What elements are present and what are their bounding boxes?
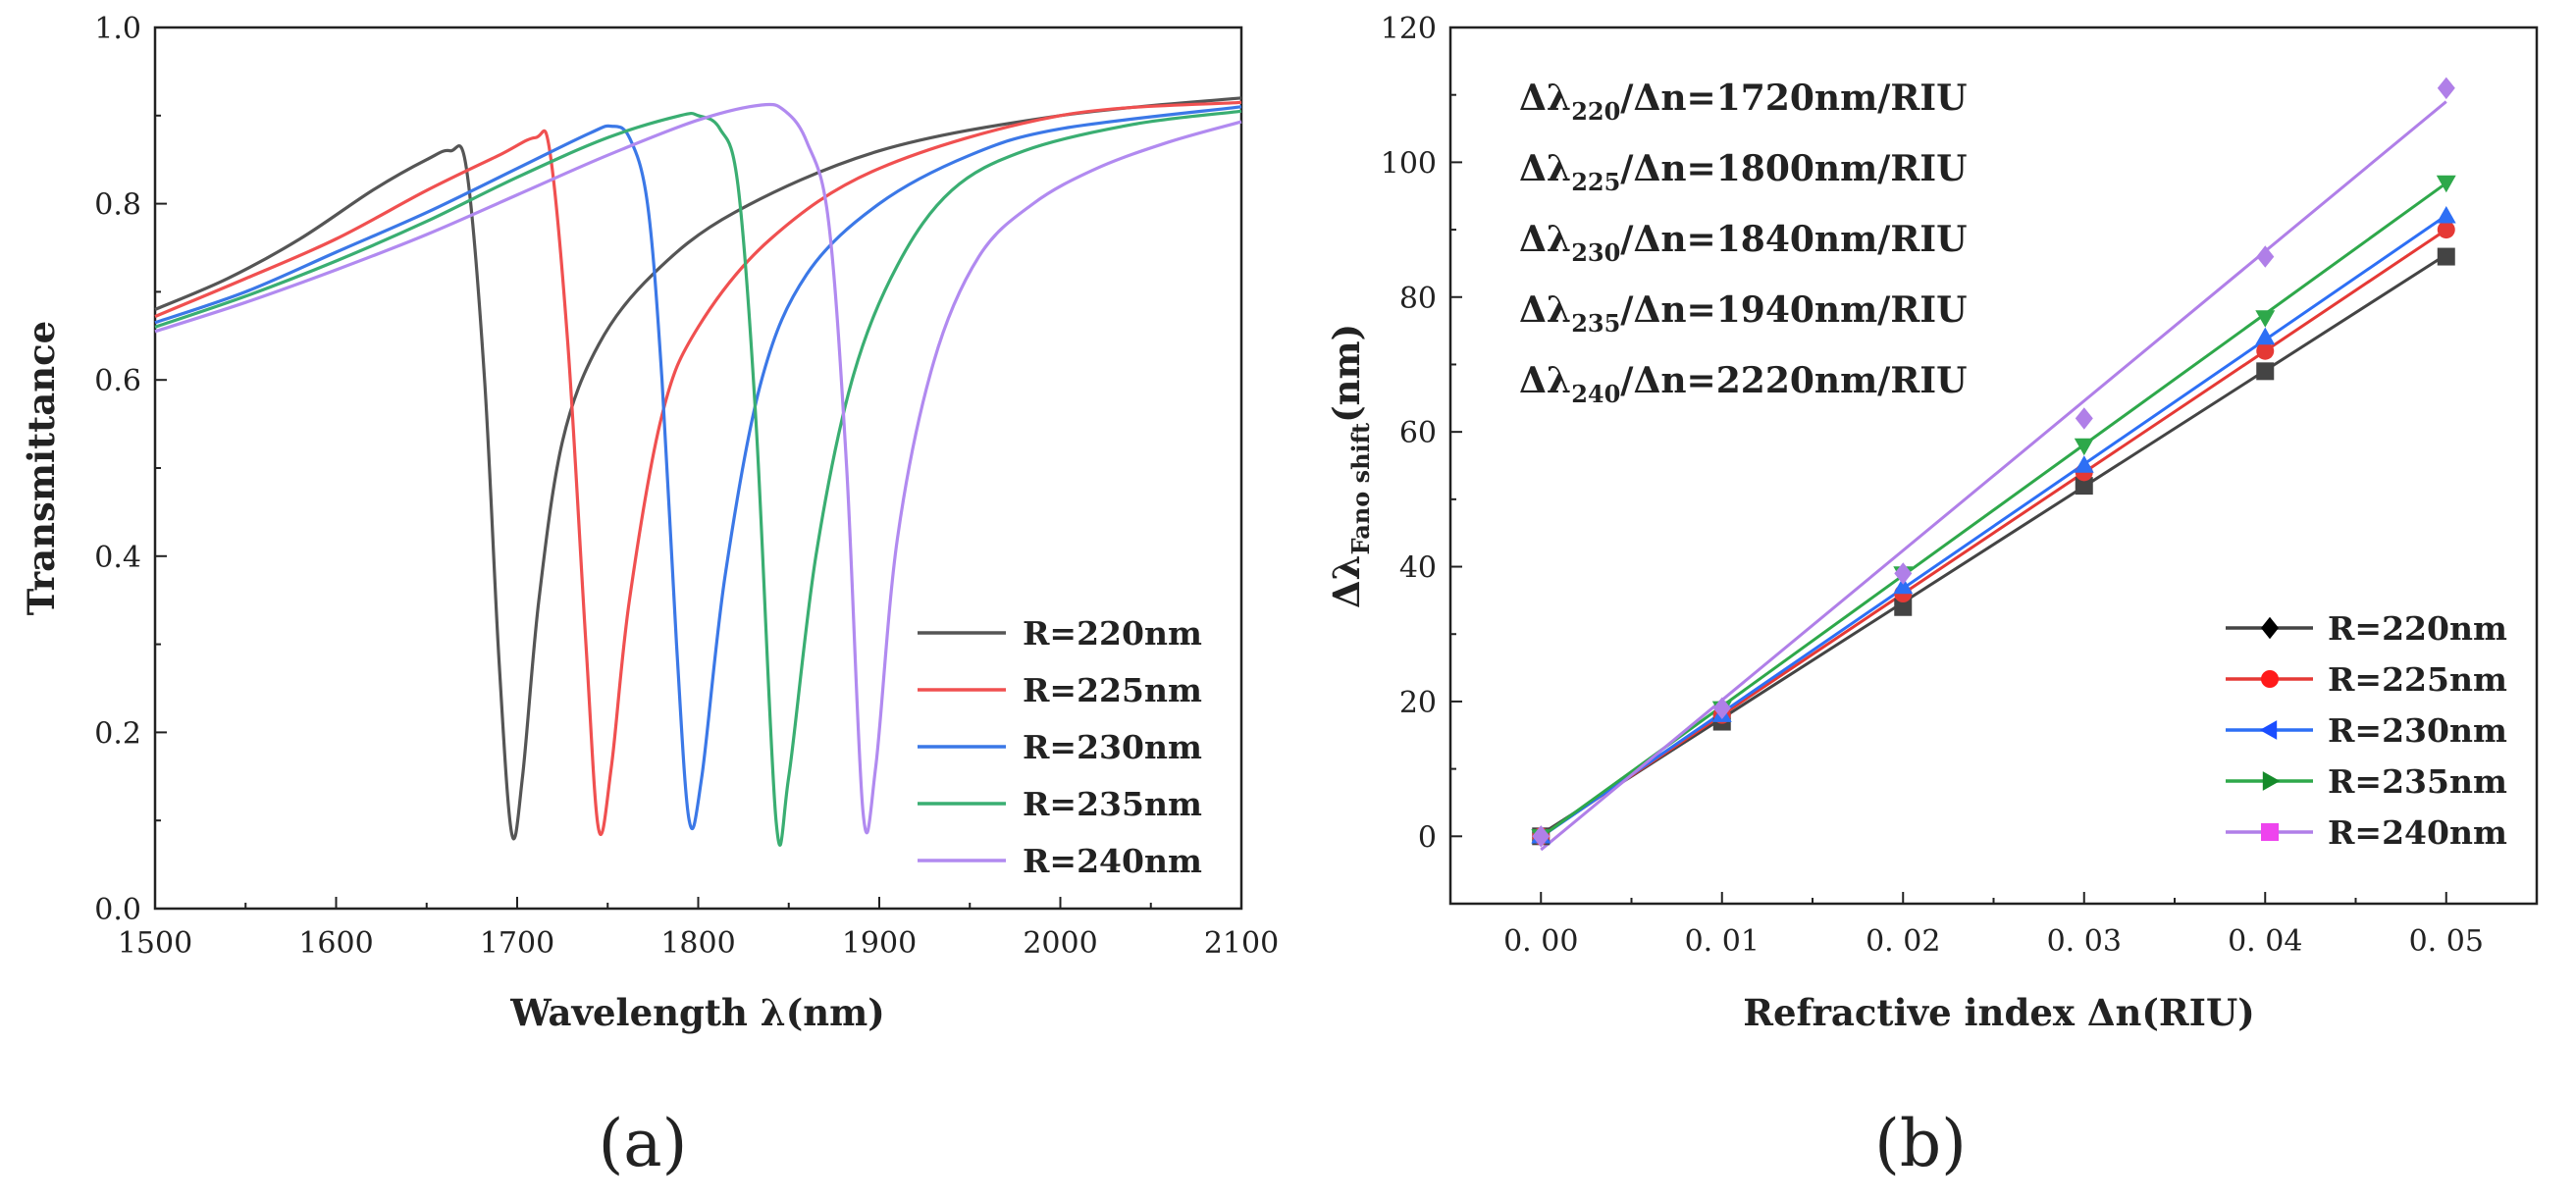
panel-a-series-line-235nm — [154, 109, 1242, 847]
panel-b-points — [1531, 77, 2456, 848]
panel-a-x-tick-label: 2000 — [1023, 926, 1097, 961]
panel-a-y-tick-label: 0.6 — [94, 364, 141, 398]
panel-b-legend-marker — [2261, 670, 2279, 688]
panel-b-y-tick-label: 60 — [1399, 416, 1437, 450]
panel-a-x-axis-title: Wavelength λ(nm) — [509, 991, 885, 1034]
panel-a-y-tick-label: 0.2 — [94, 716, 141, 751]
panel-b-point-220nm — [1894, 598, 1913, 616]
panel-b-sensitivity-annotation: Δλ235/Δn=1940nm/RIU — [1519, 289, 1967, 338]
panel-b: 0. 00 0. 01 0. 02 0. 03 0. 04 0. 05 0 20 40 60 80 1… — [1325, 12, 2539, 1181]
panel-b-legend-marker — [2261, 616, 2279, 640]
panel-b-point-240nm — [2256, 245, 2275, 268]
panel-a-legend-label: R=230nm — [1023, 728, 1202, 766]
panel-b-point-225nm — [2256, 341, 2275, 360]
panel-a-y-axis-title: Transmittance — [20, 321, 63, 615]
panel-b-y-tick-label: 80 — [1399, 282, 1437, 316]
panel-b-fit-lines — [1540, 100, 2447, 852]
panel-b-x-tick-label: 0. 04 — [2228, 924, 2302, 959]
panel-b-fit-line-230nm — [1540, 214, 2447, 839]
panel-a-series-line-230nm — [154, 105, 1242, 830]
panel-b-legend-marker — [2262, 771, 2281, 791]
panel-b-legend-label: R=240nm — [2328, 813, 2507, 852]
panel-b-point-240nm — [2437, 77, 2455, 100]
panel-b-label: (b) — [1874, 1106, 1967, 1181]
panel-b-legend-label: R=220nm — [2328, 609, 2507, 648]
panel-b-sensitivity-annotation: Δλ230/Δn=1840nm/RIU — [1519, 219, 1967, 267]
panel-a-y-tick-label: 1.0 — [94, 12, 141, 46]
panel-a-x-tick-label: 1500 — [118, 926, 192, 961]
panel-b-legend-marker — [2259, 720, 2278, 740]
panel-b-x-axis-title: Refractive index Δn(RIU) — [1743, 991, 2255, 1034]
panel-b-point-220nm — [2075, 477, 2093, 496]
panel-b-y-tick-label: 20 — [1399, 686, 1437, 720]
panel-a-y-tick-label: 0.8 — [94, 188, 141, 223]
panel-a-series-line-220nm — [154, 96, 1242, 841]
panel-a-legend: R=220nm R=225nm R=230nm R=235nm R=240nm — [918, 614, 1202, 880]
panel-b-point-235nm — [2436, 175, 2456, 193]
panel-b-point-240nm — [1532, 825, 1551, 848]
panel-a-label: (a) — [599, 1106, 688, 1181]
panel-b-legend-label: R=230nm — [2328, 711, 2507, 750]
panel-a-series-line-225nm — [154, 100, 1242, 837]
panel-b-point-230nm — [2436, 206, 2456, 224]
panel-b-point-225nm — [2437, 221, 2455, 239]
panel-a-y-tick-label: 0.4 — [94, 541, 141, 575]
panel-b-sensitivity-annotations: Δλ220/Δn=1720nm/RIU Δλ225/Δn=1800nm/RIU Δλ… — [1519, 78, 1967, 408]
panel-a-axes-frame — [153, 26, 1243, 911]
panel-b-x-tick-label: 0. 03 — [2047, 924, 2122, 959]
panel-a-series — [154, 96, 1242, 847]
panel-b-sensitivity-annotation: Δλ240/Δn=2220nm/RIU — [1519, 360, 1967, 408]
panel-b-point-230nm — [2255, 327, 2276, 345]
panel-b-point-230nm — [1893, 576, 1914, 595]
panel-a-y-tick-label: 0.0 — [94, 893, 141, 927]
panel-b-y-tick-label: 100 — [1381, 146, 1437, 181]
panel-b-point-230nm — [2074, 455, 2094, 473]
panel-b-y-axis-title: ΔλFano shift(nm) — [1325, 324, 1375, 608]
panel-b-ticks: 0. 00 0. 01 0. 02 0. 03 0. 04 0. 05 0 20 40 60 80 1… — [1381, 12, 2484, 959]
panel-a-x-tick-label: 1700 — [480, 926, 554, 961]
panel-b-legend-marker — [2261, 823, 2279, 841]
panel-b-legend: R=220nm R=225nm R=230nm R=235nm R=240nm — [2226, 609, 2507, 852]
panel-a-legend-label: R=240nm — [1023, 842, 1202, 880]
panel-b-fit-line-235nm — [1540, 182, 2447, 839]
panel-a-legend-label: R=225nm — [1023, 671, 1202, 709]
panel-b-point-220nm — [2256, 362, 2275, 381]
panel-a: 1500 1600 1700 1800 1900 2000 2100 0.0 0.2 0.4 0.6… — [20, 12, 1279, 1181]
panel-b-x-tick-label: 0. 01 — [1685, 924, 1760, 959]
panel-b-point-235nm — [2074, 438, 2094, 456]
panel-b-sensitivity-annotation: Δλ220/Δn=1720nm/RIU — [1519, 78, 1967, 126]
panel-b-y-tick-label: 120 — [1381, 12, 1437, 46]
panel-b-x-tick-label: 0. 02 — [1866, 924, 1940, 959]
panel-a-legend-label: R=235nm — [1023, 785, 1202, 823]
panel-b-point-240nm — [2075, 407, 2093, 430]
panel-a-x-tick-label: 2100 — [1204, 926, 1279, 961]
panel-b-y-tick-label: 0 — [1418, 820, 1437, 855]
panel-a-x-tick-label: 1600 — [298, 926, 373, 961]
panel-a-ticks: 1500 1600 1700 1800 1900 2000 2100 0.0 0.2 0.4 0.6… — [94, 12, 1279, 961]
panel-b-x-tick-label: 0. 00 — [1503, 924, 1578, 959]
panel-b-point-240nm — [1712, 697, 1731, 719]
panel-b-fit-line-225nm — [1540, 228, 2447, 838]
panel-b-fit-line-220nm — [1540, 253, 2447, 836]
panel-b-x-tick-label: 0. 05 — [2409, 924, 2484, 959]
panel-a-x-tick-label: 1900 — [842, 926, 917, 961]
panel-b-legend-label: R=235nm — [2328, 762, 2507, 801]
panel-a-legend-label: R=220nm — [1023, 614, 1202, 653]
panel-b-sensitivity-annotation: Δλ225/Δn=1800nm/RIU — [1519, 148, 1967, 196]
panel-b-legend-label: R=225nm — [2328, 660, 2507, 699]
panel-b-point-240nm — [1894, 562, 1913, 585]
panel-a-x-tick-label: 1800 — [660, 926, 735, 961]
panel-b-point-220nm — [2437, 247, 2455, 266]
panel-b-point-235nm — [2255, 310, 2276, 328]
panel-b-fit-line-240nm — [1540, 100, 2447, 852]
panel-a-series-line-240nm — [154, 102, 1242, 835]
panel-b-y-tick-label: 40 — [1399, 551, 1437, 586]
